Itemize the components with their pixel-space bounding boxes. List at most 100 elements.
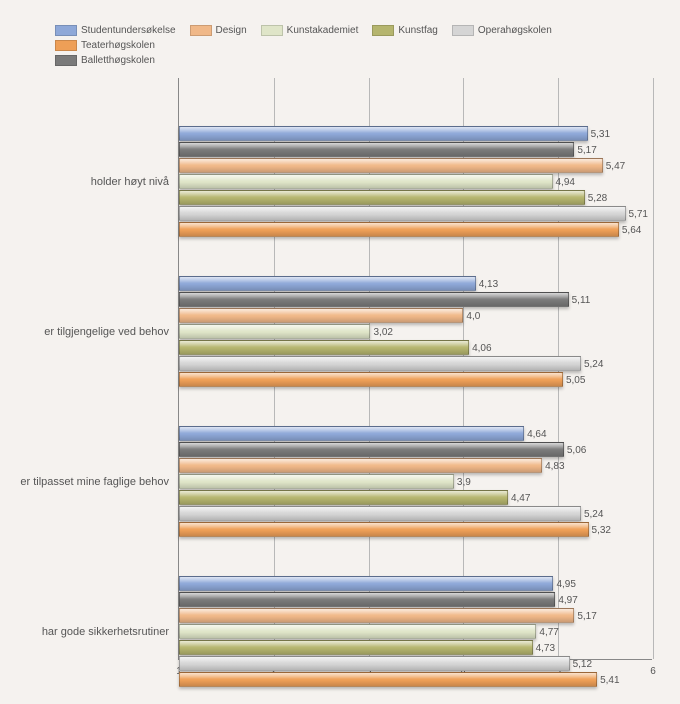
bar: 4,73 bbox=[179, 640, 652, 655]
legend-label: Design bbox=[216, 25, 247, 36]
bar-value-label: 3,9 bbox=[453, 475, 471, 490]
bar: 3,02 bbox=[179, 324, 652, 339]
bar-value-label: 5,06 bbox=[563, 443, 586, 458]
bar-fill: 5,17 bbox=[179, 142, 574, 157]
bar-value-label: 5,17 bbox=[573, 143, 596, 158]
bar-value-label: 5,05 bbox=[562, 373, 585, 388]
bar-value-label: 4,06 bbox=[468, 341, 491, 356]
bar-fill: 5,31 bbox=[179, 126, 588, 141]
legend-item: Balletthøgskolen bbox=[55, 55, 155, 66]
bar-group: er tilpasset mine faglige behov4,645,064… bbox=[179, 426, 652, 538]
bar: 4,64 bbox=[179, 426, 652, 441]
bar-fill: 5,06 bbox=[179, 442, 564, 457]
gridline bbox=[653, 78, 654, 659]
legend-label: Balletthøgskolen bbox=[81, 55, 155, 66]
bar-fill: 4,83 bbox=[179, 458, 542, 473]
bar-value-label: 4,73 bbox=[532, 641, 555, 656]
bar-fill: 4,97 bbox=[179, 592, 555, 607]
bar-fill: 4,77 bbox=[179, 624, 536, 639]
legend-label: Teaterhøgskolen bbox=[81, 40, 155, 51]
legend-item: Kunstfag bbox=[372, 25, 437, 36]
bar: 3,9 bbox=[179, 474, 652, 489]
bar-value-label: 4,47 bbox=[507, 491, 530, 506]
category-label: har gode sikkerhetsrutiner bbox=[11, 626, 169, 638]
legend-swatch bbox=[55, 55, 77, 66]
bar: 4,77 bbox=[179, 624, 652, 639]
bar-group: har gode sikkerhetsrutiner4,954,975,174,… bbox=[179, 576, 652, 688]
legend-item: Kunstakademiet bbox=[261, 25, 359, 36]
category-label: er tilpasset mine faglige behov bbox=[11, 476, 169, 488]
legend-item: Studentundersøkelse bbox=[55, 25, 176, 36]
bar-fill: 4,13 bbox=[179, 276, 476, 291]
bar-value-label: 4,77 bbox=[535, 625, 558, 640]
legend-swatch bbox=[452, 25, 474, 36]
bar-fill: 3,9 bbox=[179, 474, 454, 489]
bar-fill: 5,71 bbox=[179, 206, 626, 221]
bar-fill: 4,0 bbox=[179, 308, 463, 323]
bar-fill: 5,24 bbox=[179, 356, 581, 371]
bar: 5,24 bbox=[179, 506, 652, 521]
bar: 4,83 bbox=[179, 458, 652, 473]
bar: 4,06 bbox=[179, 340, 652, 355]
bar: 4,97 bbox=[179, 592, 652, 607]
bar-value-label: 4,97 bbox=[554, 593, 577, 608]
legend-item: Teaterhøgskolen bbox=[55, 40, 155, 51]
bar-value-label: 4,0 bbox=[462, 309, 480, 324]
bar-value-label: 5,24 bbox=[580, 507, 603, 522]
bar-fill: 5,05 bbox=[179, 372, 563, 387]
bar-value-label: 5,64 bbox=[618, 223, 641, 238]
bar-fill: 4,95 bbox=[179, 576, 553, 591]
bar-fill: 4,06 bbox=[179, 340, 469, 355]
bar-fill: 5,12 bbox=[179, 656, 570, 671]
bar-value-label: 5,41 bbox=[596, 673, 619, 688]
bar: 5,71 bbox=[179, 206, 652, 221]
legend-swatch bbox=[55, 40, 77, 51]
bar-value-label: 4,13 bbox=[475, 277, 498, 292]
legend-label: Studentundersøkelse bbox=[81, 25, 176, 36]
bar-group: er tilgjengelige ved behov4,135,114,03,0… bbox=[179, 276, 652, 388]
legend-swatch bbox=[190, 25, 212, 36]
bar: 5,11 bbox=[179, 292, 652, 307]
legend-label: Kunstakademiet bbox=[287, 25, 359, 36]
bar-group: holder høyt nivå5,315,175,474,945,285,71… bbox=[179, 126, 652, 238]
bar-fill: 5,24 bbox=[179, 506, 581, 521]
legend-item: Operahøgskolen bbox=[452, 25, 552, 36]
bar-fill: 4,47 bbox=[179, 490, 508, 505]
bar-value-label: 4,94 bbox=[552, 175, 575, 190]
bar: 5,28 bbox=[179, 190, 652, 205]
bar-value-label: 5,47 bbox=[602, 159, 625, 174]
bar: 5,31 bbox=[179, 126, 652, 141]
legend-swatch bbox=[55, 25, 77, 36]
bar-fill: 4,94 bbox=[179, 174, 553, 189]
bar-value-label: 3,02 bbox=[369, 325, 392, 340]
legend-swatch bbox=[261, 25, 283, 36]
bar: 5,32 bbox=[179, 522, 652, 537]
legend-label: Operahøgskolen bbox=[478, 25, 552, 36]
bar-fill: 5,41 bbox=[179, 672, 597, 687]
legend-swatch bbox=[372, 25, 394, 36]
bar-fill: 4,64 bbox=[179, 426, 524, 441]
category-label: er tilgjengelige ved behov bbox=[11, 326, 169, 338]
legend-label: Kunstfag bbox=[398, 25, 437, 36]
bar-value-label: 5,32 bbox=[588, 523, 611, 538]
bar-value-label: 4,83 bbox=[541, 459, 564, 474]
bar: 5,17 bbox=[179, 142, 652, 157]
bar-value-label: 5,71 bbox=[625, 207, 648, 222]
category-label: holder høyt nivå bbox=[11, 176, 169, 188]
bar-fill: 5,28 bbox=[179, 190, 585, 205]
plot-area: 123456holder høyt nivå5,315,175,474,945,… bbox=[178, 78, 652, 660]
bar-fill: 4,73 bbox=[179, 640, 533, 655]
bar: 5,12 bbox=[179, 656, 652, 671]
bar: 5,06 bbox=[179, 442, 652, 457]
bar-value-label: 4,64 bbox=[523, 427, 546, 442]
bar: 4,94 bbox=[179, 174, 652, 189]
legend-item: Design bbox=[190, 25, 247, 36]
bar-value-label: 5,11 bbox=[568, 293, 591, 308]
bar: 5,41 bbox=[179, 672, 652, 687]
bar-fill: 5,64 bbox=[179, 222, 619, 237]
bar: 5,47 bbox=[179, 158, 652, 173]
bar-value-label: 5,12 bbox=[569, 657, 592, 672]
bar-fill: 5,17 bbox=[179, 608, 574, 623]
bar: 5,05 bbox=[179, 372, 652, 387]
bar: 4,0 bbox=[179, 308, 652, 323]
